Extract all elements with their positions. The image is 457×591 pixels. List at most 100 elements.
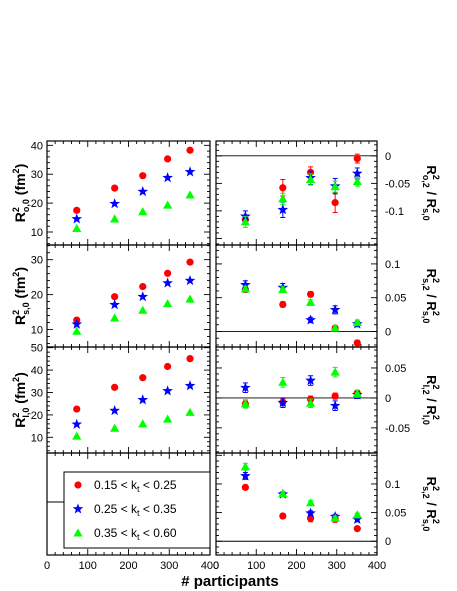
label-part: ) [12,164,28,169]
label-sub: s,2 [421,278,431,291]
y-tick-label: 0.1 [385,479,400,491]
label-sub: l,0 [21,408,31,418]
data-point-Rs2-3-5 [352,318,362,327]
label-part: R [424,269,439,279]
y-tick-label: 40 [31,365,43,377]
y-tick-label: 50 [31,343,43,355]
data-point-Rl0-3-5 [185,407,195,416]
data-point-Ro2-3-5 [352,177,362,186]
label-part: R [12,212,28,222]
data-point-Rs2b-1-5 [353,525,361,533]
data-point-Ro0-3-4 [163,200,173,209]
label-sub: s,0 [21,302,31,315]
label-part: / R [424,499,439,520]
data-point-Ro2-2-2 [277,204,289,215]
data-point-Rl2-1-4 [331,392,339,400]
y-axis-label-Rs0: R2s,0 (fm2) [11,267,31,325]
data-point-Rs2b-2-3 [305,507,316,518]
label-part: (fm [12,173,28,199]
y-tick-label: 0 [385,393,391,405]
data-point-Rs0-1-4 [164,269,172,277]
label-sub: o,2 [421,175,431,188]
data-point-Ro0-1-3 [139,172,147,180]
label-sup: 2 [431,385,441,390]
data-point-Rl2-3-2 [278,377,288,386]
y-tick-label: 0.05 [385,508,406,520]
data-point-Rs2b-3-2 [278,489,288,498]
data-point-Rs2-3-1 [240,284,250,293]
label-sup: 2 [431,311,441,316]
data-point-Rs0-2-2 [109,299,120,310]
label-part: ) [12,267,28,272]
label-sub: s,0 [421,311,431,324]
y-tick-label: -0.1 [385,206,404,218]
label-part: (fm [12,277,28,303]
data-point-Ro0-1-2 [111,184,119,192]
legend-text: < 0.25 [140,478,177,492]
data-point-Rl0-3-2 [110,423,120,432]
label-sup: 2 [431,208,441,213]
data-point-Rs0-1-2 [111,293,119,301]
label-sub: l,2 [421,385,431,395]
data-point-Rs2b-3-5 [352,510,362,519]
y-tick-label: 0 [385,151,391,163]
label-sup: 2 [11,207,21,212]
data-point-Ro0-2-1 [71,213,83,224]
label-part: / R [424,188,439,209]
data-point-Ro2-2-5 [351,167,363,178]
data-point-Rl2-3-1 [240,399,250,408]
y-tick-label: 30 [31,255,43,267]
data-point-Rl0-1-3 [139,374,147,382]
legend-marker-1 [74,481,82,489]
label-sup: 2 [431,175,441,180]
y-axis-label-Ro2: R2o,2 / R2s,0 [421,165,441,220]
x-tick-label: 0 [44,560,50,572]
label-part: R [424,375,439,385]
data-point-Rl0-3-1 [72,431,82,440]
data-point-Rs2b-2-5 [351,513,363,524]
y-tick-label: 0 [385,536,391,548]
data-point-Rs2-2-3 [305,314,316,325]
label-part: ) [12,372,28,377]
x-tick-label: 200 [287,560,305,572]
data-point-Rs0-2-3 [137,291,149,302]
legend-text: 0.15 < k [94,478,138,492]
panel-frame-Rl0 [46,346,211,454]
label-part: R [424,165,439,175]
x-tick-label: 0 [213,560,219,572]
legend-text: < 0.60 [140,526,177,540]
y-tick-label: 10 [31,325,43,337]
data-point-Rs2-1-2 [279,300,287,309]
data-point-Rs2-1-5 [353,339,361,347]
label-part: R [12,418,28,428]
y-axis-label-Rl2: R2l,2 / R2l,0 [421,375,441,425]
data-point-Rl2-2-1 [240,382,251,393]
legend-label-1: 0.15 < kt < 0.25 [94,478,177,494]
legend-box [63,471,211,549]
label-sup: 2 [11,310,21,315]
x-axis-label: # participants [181,573,279,590]
data-point-Rl0-2-4 [162,385,173,396]
legend-label-2: 0.25 < kt < 0.35 [94,502,177,518]
y-axis-label-Ro0: R2o,0 (fm2) [11,164,31,223]
label-sup: 2 [11,413,21,418]
data-point-Rs0-1-3 [139,282,147,291]
y-tick-label: 10 [31,432,43,444]
data-point-Ro0-2-3 [137,185,149,197]
panel-frame-Ro2 [215,140,378,246]
data-point-Rs0-2-1 [71,318,83,329]
data-point-Ro2-1-5 [353,155,361,163]
label-sub: s,0 [421,519,431,532]
y-tick-label: 0 [385,326,391,338]
data-point-Rs0-3-5 [185,294,195,303]
data-point-Rl0-1-2 [111,383,119,391]
label-sub: s,2 [421,486,431,499]
data-point-Ro0-1-1 [73,206,81,214]
label-part: / R [424,291,439,312]
label-sup: 2 [11,168,21,173]
data-point-Ro2-1-4 [331,199,339,207]
data-point-Rs2b-3-3 [305,498,316,507]
data-point-Ro0-1-4 [164,155,172,163]
